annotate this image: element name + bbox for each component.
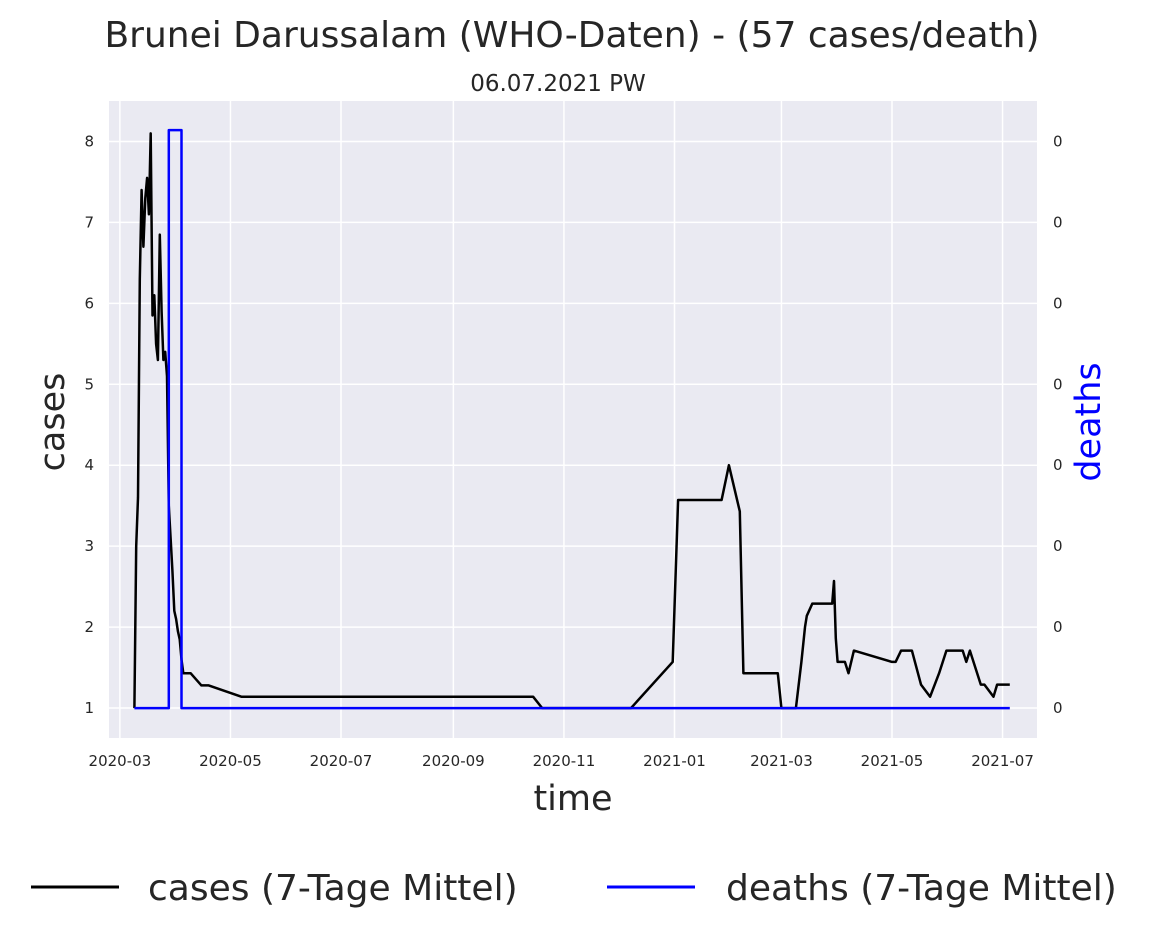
x-tick-label: 2020-11 <box>533 752 596 770</box>
y2-tick-label: 0 <box>1053 537 1063 555</box>
chart-subtitle: 06.07.2021 PW <box>470 71 646 97</box>
x-axis-label: time <box>533 779 612 819</box>
y2-tick-label: 0 <box>1053 375 1063 393</box>
y-tick-label: 2 <box>84 618 94 636</box>
grid <box>109 101 1037 738</box>
x-tick-label: 2020-05 <box>199 752 262 770</box>
x-tick-label: 2020-07 <box>310 752 373 770</box>
legend-label-deaths: deaths (7-Tage Mittel) <box>726 868 1117 909</box>
y2-tick-label: 0 <box>1053 294 1063 312</box>
y-tick-label: 5 <box>84 375 94 393</box>
y-tick-label: 3 <box>84 537 94 555</box>
x-tick-label: 2021-07 <box>971 752 1034 770</box>
y-tick-label: 8 <box>84 132 94 150</box>
y2-axis-label: deaths <box>1069 362 1109 481</box>
y2-tick-label: 0 <box>1053 618 1063 636</box>
x-tick-label: 2021-05 <box>861 752 924 770</box>
tick-labels: 2020-03 2020-05 2020-07 2020-09 2020-11 2021-… <box>84 132 1062 770</box>
chart-title: Brunei Darussalam (WHO-Daten) - (57 case… <box>104 15 1039 56</box>
legend: cases (7-Tage Mittel) deaths (7-Tage Mit… <box>31 868 1117 909</box>
y-tick-label: 7 <box>84 213 94 231</box>
y2-tick-label: 0 <box>1053 213 1063 231</box>
y-tick-label: 4 <box>84 456 94 474</box>
x-tick-label: 2021-01 <box>643 752 706 770</box>
y-tick-label: 1 <box>84 699 94 717</box>
series-layer <box>133 128 1010 710</box>
y2-tick-label: 0 <box>1053 456 1063 474</box>
x-tick-label: 2020-09 <box>422 752 485 770</box>
x-tick-label: 2021-03 <box>750 752 813 770</box>
y-tick-label: 6 <box>84 294 94 312</box>
y2-tick-label: 0 <box>1053 132 1063 150</box>
x-tick-label: 2020-03 <box>89 752 152 770</box>
series-line-deaths <box>134 128 1010 710</box>
plot-area <box>109 101 1037 738</box>
y2-tick-label: 0 <box>1053 699 1063 717</box>
legend-label-cases: cases (7-Tage Mittel) <box>148 868 518 909</box>
y-axis-label: cases <box>33 373 73 472</box>
